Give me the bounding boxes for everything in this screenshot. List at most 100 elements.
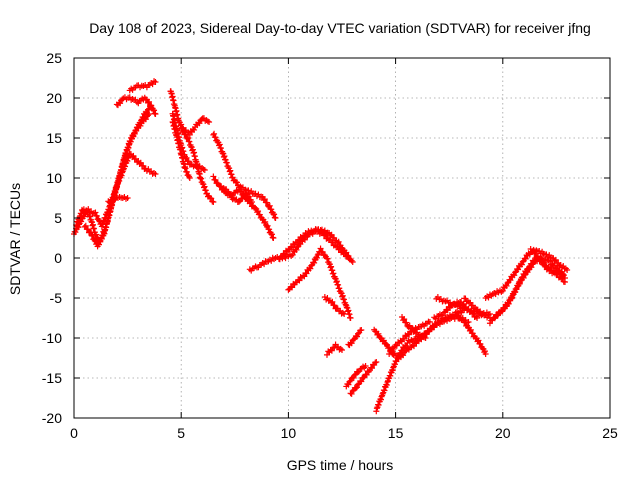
data-point: [319, 248, 326, 255]
data-point: [382, 340, 389, 347]
data-point: [400, 352, 407, 359]
data-point: [372, 359, 379, 366]
data-point: [329, 298, 336, 305]
data-point: [130, 133, 137, 140]
data-point: [130, 152, 137, 159]
data-point: [270, 235, 277, 241]
series-arc34: [527, 246, 568, 285]
data-point: [343, 249, 350, 256]
x-tick-label: 10: [281, 425, 297, 441]
series-arc15: [276, 226, 352, 263]
data-point: [507, 277, 514, 284]
data-point: [328, 347, 335, 354]
data-point: [271, 211, 278, 218]
data-point: [148, 103, 155, 109]
data-point: [272, 215, 279, 221]
data-point: [146, 98, 153, 105]
data-point: [511, 272, 518, 279]
data-point: [363, 371, 370, 378]
data-point: [375, 330, 382, 337]
data-point: [520, 274, 527, 281]
data-point: [308, 262, 315, 269]
data-point: [477, 308, 484, 315]
data-point: [406, 331, 413, 338]
data-point: [460, 300, 467, 307]
data-point: [268, 231, 275, 238]
data-point: [236, 198, 243, 205]
data-point: [252, 204, 259, 211]
data-point: [346, 378, 353, 385]
series-arc9: [169, 119, 193, 181]
data-point: [509, 294, 516, 301]
chart-title: Day 108 of 2023, Sidereal Day-to-day VTE…: [89, 20, 591, 36]
data-point: [255, 208, 262, 215]
data-point: [348, 257, 355, 264]
data-point: [147, 102, 154, 109]
data-point: [307, 265, 314, 272]
data-point: [354, 333, 361, 340]
data-point: [210, 173, 217, 180]
series-arc28: [452, 309, 489, 357]
data-point: [200, 166, 207, 173]
data-point: [349, 388, 356, 395]
data-point: [339, 309, 346, 316]
data-point: [354, 384, 361, 391]
data-point: [452, 309, 459, 316]
data-point: [137, 122, 144, 129]
data-point: [362, 363, 369, 369]
data-point: [564, 267, 571, 273]
data-point: [501, 305, 508, 312]
data-point: [515, 266, 522, 273]
data-point: [561, 279, 568, 285]
data-point: [358, 378, 365, 385]
data-point: [513, 285, 520, 292]
x-axis-label: GPS time / hours: [287, 457, 394, 473]
data-point: [477, 340, 484, 347]
x-tick-label: 0: [70, 425, 78, 441]
data-point: [503, 282, 510, 289]
y-tick-label: -10: [42, 330, 62, 346]
y-tick-label: 25: [46, 50, 62, 66]
data-point: [84, 226, 91, 233]
data-point: [185, 158, 192, 165]
data-point: [152, 79, 159, 85]
data-point: [266, 202, 273, 209]
series-arc4: [113, 94, 155, 109]
data-point: [303, 270, 310, 277]
data-point: [528, 264, 535, 271]
data-point: [352, 385, 359, 392]
data-point: [146, 111, 153, 117]
y-tick-label: 15: [46, 130, 62, 146]
data-point: [186, 175, 193, 181]
data-point: [516, 279, 523, 286]
series-arc18: [321, 294, 348, 317]
data-point: [311, 259, 318, 266]
data-point: [347, 315, 354, 321]
data-point: [289, 251, 296, 258]
axis-ticks: 0 5 10 15 20 25 -20 -15 -10 -5 0 5 10 15 20 25: [42, 50, 618, 441]
data-point: [264, 222, 271, 229]
series-arc20: [345, 327, 365, 349]
data-point: [245, 193, 252, 200]
data-point: [380, 337, 387, 344]
data-point: [191, 126, 198, 133]
data-point: [505, 300, 512, 307]
series-arc22: [347, 359, 380, 397]
data-point: [341, 311, 348, 317]
data-point: [348, 340, 355, 347]
data-point: [88, 229, 95, 236]
data-point: [524, 269, 531, 276]
data-point: [142, 116, 149, 123]
data-point: [559, 275, 566, 282]
data-point: [518, 261, 525, 268]
data-point: [117, 100, 124, 107]
data-point: [504, 280, 511, 287]
data-point: [266, 226, 273, 233]
series-arc26: [399, 314, 429, 341]
data-point: [406, 322, 413, 329]
data-point: [474, 315, 481, 321]
data-point: [127, 138, 134, 145]
data-point: [96, 241, 103, 248]
data-point: [339, 347, 345, 353]
data-point: [360, 374, 367, 381]
